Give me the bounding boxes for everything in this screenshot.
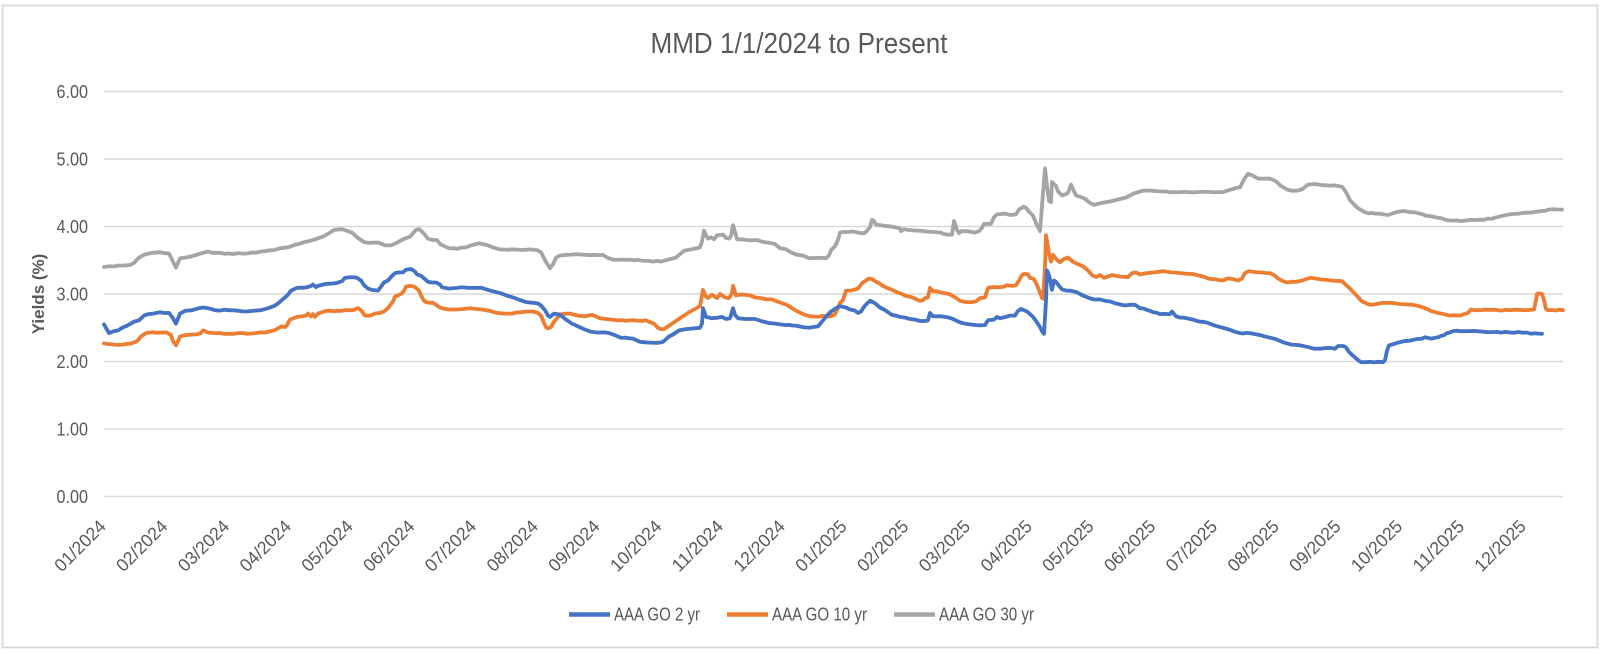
svg-text:AAA GO 2 yr: AAA GO 2 yr [614,605,700,625]
svg-text:AAA GO 10 yr: AAA GO 10 yr [772,605,867,625]
svg-text:0.00: 0.00 [57,486,89,507]
svg-text:6.00: 6.00 [57,81,89,102]
svg-text:Yields (%): Yields (%) [29,254,48,335]
svg-text:4.00: 4.00 [57,216,89,237]
svg-text:AAA GO 30 yr: AAA GO 30 yr [939,605,1034,625]
svg-text:3.00: 3.00 [57,283,89,304]
svg-text:1.00: 1.00 [57,418,89,439]
svg-text:5.00: 5.00 [57,148,89,169]
svg-text:MMD 1/1/2024 to Present: MMD 1/1/2024 to Present [651,28,948,60]
svg-text:2.00: 2.00 [57,351,89,372]
